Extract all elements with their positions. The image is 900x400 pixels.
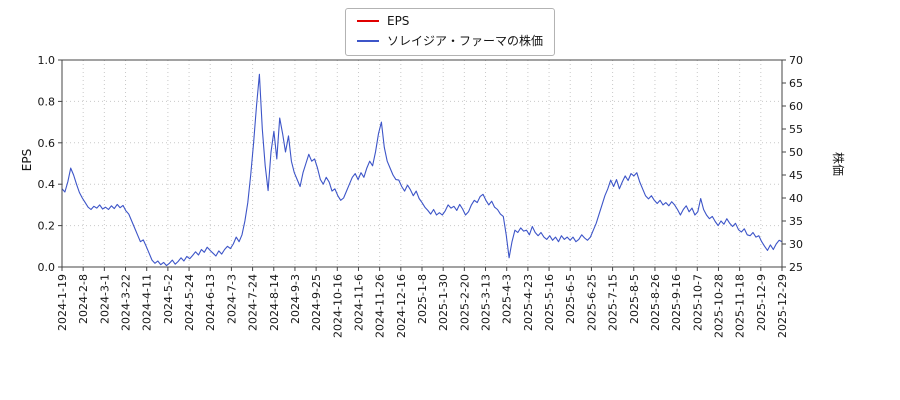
x-tick-label: 2025-4-3 (501, 274, 514, 324)
y-tick-label-right: 70 (789, 54, 803, 67)
x-tick-label: 2025-3-13 (480, 274, 493, 331)
x-tick-label: 2024-11-6 (352, 274, 365, 331)
y-tick-label-right: 45 (789, 169, 803, 182)
legend: EPS ソレイジア・ファーマの株価 (344, 8, 556, 56)
y-tick-label-left: 1.0 (38, 54, 56, 67)
y-tick-label-right: 30 (789, 238, 803, 251)
legend-label-stock-price: ソレイジア・ファーマの株価 (386, 34, 544, 48)
x-tick-label: 2025-7-15 (607, 274, 620, 331)
x-tick-label: 2024-5-24 (183, 274, 196, 331)
x-tick-label: 2025-1-30 (437, 274, 450, 331)
x-tick-label: 2024-9-25 (310, 274, 323, 331)
x-tick-label: 2024-12-16 (395, 274, 408, 338)
plot-border (61, 59, 783, 268)
x-tick-label: 2024-1-19 (56, 274, 69, 331)
x-tick-label: 2025-6-25 (585, 274, 598, 331)
y-tick-label-right: 50 (789, 146, 803, 159)
y-tick-label-right: 65 (789, 77, 803, 90)
x-tick-label: 2024-11-26 (374, 274, 387, 338)
x-tick-label: 2024-8-14 (268, 274, 281, 331)
x-tick-label: 2024-6-13 (204, 274, 217, 331)
y-tick-label-right: 25 (789, 261, 803, 274)
x-tick-label: 2025-1-8 (416, 274, 429, 324)
x-tick-label: 2024-9-3 (289, 274, 302, 324)
x-tick-label: 2024-3-1 (98, 274, 111, 324)
y-tick-label-left: 0.2 (38, 220, 56, 233)
x-tick-label: 2025-6-5 (564, 274, 577, 324)
x-tick-label: 2024-7-3 (225, 274, 238, 324)
y-tick-label-left: 0.8 (38, 95, 56, 108)
y-tick-label-right: 55 (789, 123, 803, 136)
y-tick-label-left: 0.4 (38, 178, 56, 191)
x-tick-label: 2025-8-26 (649, 274, 662, 331)
eps-line-swatch (356, 20, 379, 22)
x-tick-label: 2025-2-20 (458, 274, 471, 331)
stock-price-line-swatch (356, 39, 379, 42)
x-tick-label: 2025-8-5 (628, 274, 641, 324)
x-tick-label: 2025-12-29 (776, 274, 789, 338)
x-tick-label: 2024-7-24 (247, 274, 260, 331)
legend-label-eps: EPS (386, 14, 410, 28)
y-tick-label-right: 35 (789, 215, 803, 228)
x-tick-label: 2024-5-2 (162, 274, 175, 324)
x-tick-label: 2025-4-23 (522, 274, 535, 331)
x-tick-label: 2024-3-22 (120, 274, 133, 331)
x-tick-label: 2025-11-18 (734, 274, 747, 338)
legend-item-stock-price: ソレイジア・ファーマの株価 (356, 32, 544, 49)
y-tick-label-left: 0.0 (38, 261, 56, 274)
x-tick-label: 2025-9-16 (670, 274, 683, 331)
x-tick-label: 2025-12-9 (755, 274, 768, 331)
x-tick-label: 2025-10-7 (691, 274, 704, 331)
x-tick-label: 2024-2-8 (77, 274, 90, 324)
x-tick-label: 2024-10-16 (331, 274, 344, 338)
x-tick-label: 2025-10-28 (712, 274, 725, 338)
legend-item-eps: EPS (356, 14, 543, 28)
series-line-stock-price (61, 73, 783, 267)
y-tick-label-left: 0.6 (38, 137, 56, 150)
x-tick-label: 2025-5-16 (543, 274, 556, 331)
x-tick-label: 2024-4-11 (141, 274, 154, 331)
y-tick-label-right: 40 (789, 192, 803, 205)
y-tick-label-right: 60 (789, 100, 803, 113)
